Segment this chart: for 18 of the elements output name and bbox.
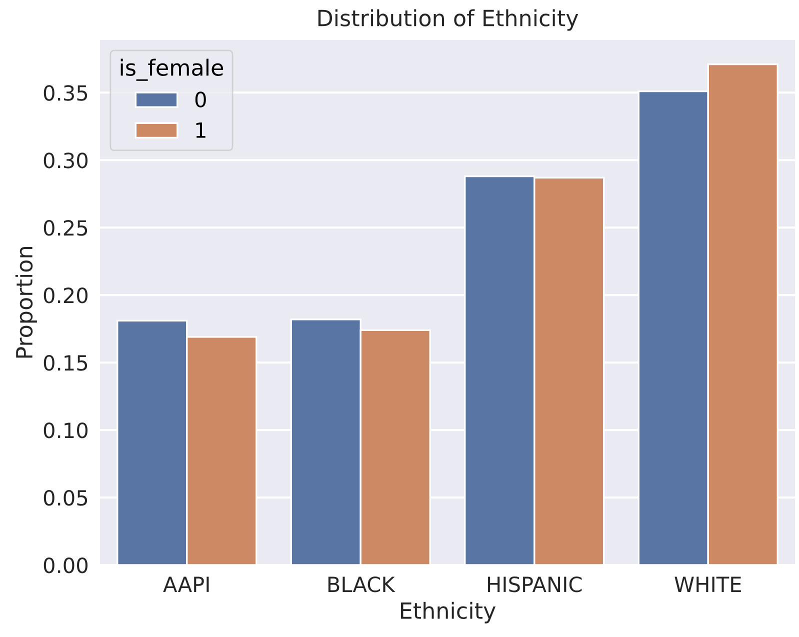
x-tick-label: WHITE (674, 576, 741, 592)
y-tick-label: 0.10 (44, 422, 88, 438)
y-tick-label: 0.25 (44, 220, 88, 236)
legend-label: 1 (196, 122, 206, 138)
x-tick-label: AAPI (163, 576, 209, 592)
chart-title: Distribution of Ethnicity (318, 9, 578, 31)
legend-label: 0 (195, 92, 206, 108)
x-tick-label: BLACK (328, 576, 396, 592)
x-axis-title: Ethnicity (401, 602, 496, 624)
y-tick-label: 0.20 (44, 288, 88, 304)
y-tick-label: 0.05 (44, 490, 88, 506)
y-tick-label: 0.15 (44, 355, 88, 371)
y-tick-label: 0.00 (44, 557, 88, 574)
y-axis-title: Proportion (15, 247, 37, 358)
y-tick-label: 0.35 (44, 85, 88, 101)
legend-title: is_female (120, 58, 224, 81)
x-tick-label: HISPANIC (488, 576, 582, 592)
y-tick-label: 0.30 (44, 152, 88, 168)
